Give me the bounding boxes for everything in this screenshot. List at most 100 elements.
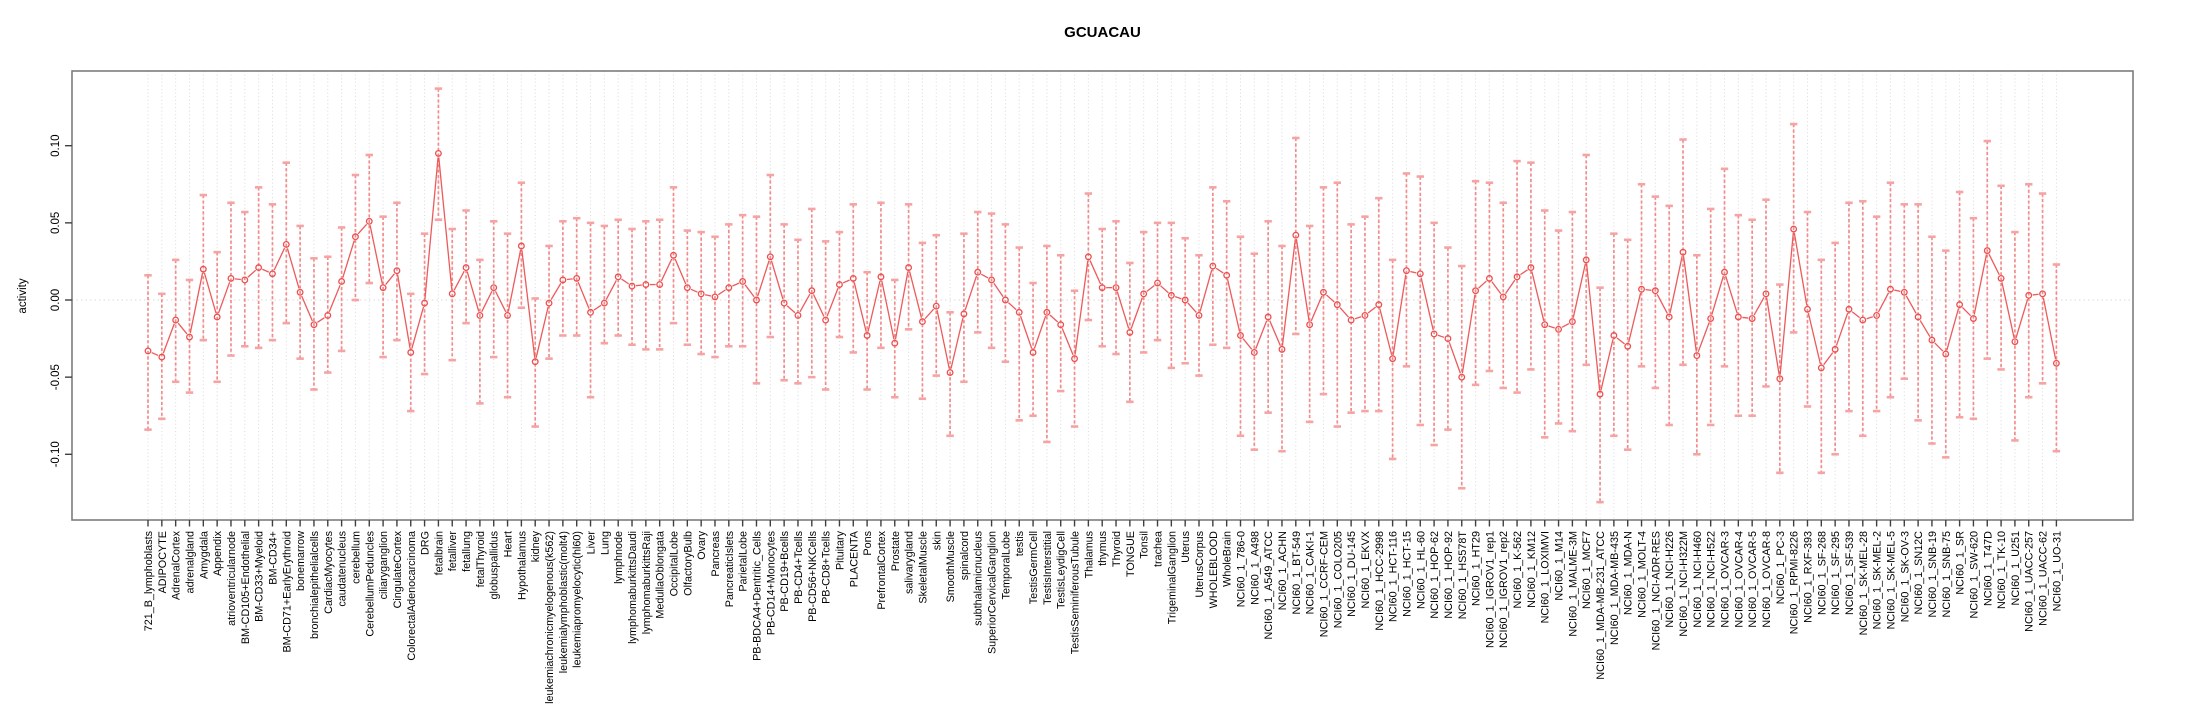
data-point — [158, 353, 166, 361]
data-point — [545, 299, 553, 307]
x-category-label: NCI60_1_MDA-N — [1623, 531, 1635, 615]
x-category-label: Pituitary — [834, 530, 846, 570]
data-point — [1665, 313, 1673, 321]
data-point — [1734, 313, 1742, 321]
x-category-label: NCI60_1_BT-549 — [1291, 531, 1303, 614]
x-category-label: NCI60_1_RXF-393 — [1802, 531, 1814, 623]
series-segment — [1187, 302, 1197, 313]
x-category-label: NCI60_1_UO-31 — [2051, 531, 2063, 611]
data-point — [1015, 308, 1023, 316]
data-point — [379, 284, 387, 292]
series-segment — [1520, 269, 1528, 276]
data-point — [213, 313, 221, 321]
data-point — [1928, 336, 1936, 344]
series-segment — [924, 308, 935, 320]
series-segment — [1461, 294, 1476, 374]
series-segment — [411, 306, 425, 349]
series-segment — [1779, 232, 1794, 375]
data-point — [241, 276, 249, 284]
series-segment — [812, 294, 825, 317]
x-category-label: PLACENTA — [848, 530, 860, 587]
data-point — [960, 310, 968, 318]
series-segment — [1007, 302, 1017, 311]
series-segment — [2001, 282, 2015, 338]
x-category-label: NCI60_1_DU-145 — [1346, 531, 1358, 617]
y-tick-label: -0.05 — [50, 364, 62, 390]
series-segment — [217, 281, 231, 314]
x-category-label: TestisLeydigCell — [1056, 531, 1068, 609]
data-point — [877, 273, 885, 281]
data-point — [1001, 296, 1009, 304]
x-category-label: 721_B_lymphoblasts — [143, 530, 155, 631]
series-segment — [1988, 253, 2000, 276]
data-point — [462, 264, 470, 272]
series-segment — [894, 271, 909, 340]
data-point — [808, 287, 816, 295]
series-segment — [1226, 279, 1241, 332]
series-segment — [1682, 256, 1697, 352]
x-category-label: bronchialepithelialcells — [309, 530, 321, 639]
series-segment — [1074, 260, 1089, 355]
x-category-label: salivarygland — [904, 531, 916, 594]
x-category-label: bonemarrow — [295, 531, 307, 591]
data-point — [1333, 301, 1341, 309]
x-category-label: NCI60_1_IGROV1_rep1 — [1484, 531, 1496, 648]
x-category-label: ADIPOCYTE — [157, 531, 169, 593]
x-category-label: NCI60_1_HCT-116 — [1388, 531, 1400, 622]
x-category-label: leukemiachronicmyelogenous(k562) — [544, 531, 556, 704]
data-point — [2052, 359, 2060, 367]
series-segment — [328, 284, 341, 312]
series-segment — [1616, 337, 1625, 345]
series-segment — [1255, 320, 1268, 349]
series-segment — [593, 304, 602, 311]
data-point — [849, 274, 857, 282]
x-category-label: PrefrontalCortex — [876, 530, 888, 609]
series-segment — [234, 278, 241, 281]
series-segment — [950, 317, 964, 369]
data-point — [1154, 279, 1161, 287]
data-point — [1568, 318, 1576, 326]
data-point — [448, 290, 456, 298]
x-category-label: Appendix — [212, 530, 224, 576]
x-category-label: NCI60_1_SK-MEL-5 — [1885, 531, 1897, 629]
data-point — [1237, 332, 1244, 339]
data-point — [836, 281, 843, 289]
data-point — [614, 273, 622, 281]
data-point — [324, 311, 332, 319]
series-segment — [2042, 297, 2057, 360]
series-segment — [1089, 260, 1102, 285]
series-segment — [1410, 270, 1417, 274]
data-point — [2011, 338, 2019, 346]
series-segment — [1242, 338, 1253, 350]
series-segment — [1669, 255, 1683, 314]
x-category-label: NCI60_1_UACC-62 — [2038, 531, 2050, 626]
series-segment — [1765, 297, 1780, 375]
data-point — [531, 358, 539, 366]
series-segment — [1326, 294, 1335, 303]
series-segment — [1973, 254, 1988, 315]
data-point — [1499, 293, 1507, 301]
x-category-label: NCI60_1_NCI-H322M — [1678, 531, 1690, 637]
series-segment — [1823, 352, 1834, 366]
x-category-label: SkeletalMuscle — [917, 531, 929, 604]
data-point — [932, 302, 940, 310]
series-segment — [1531, 271, 1545, 321]
series-segment — [438, 157, 453, 290]
series-segment — [1807, 313, 1822, 365]
x-category-label: NCI60_1_HOP-62 — [1429, 531, 1441, 619]
x-category-label: WholeBrain — [1222, 531, 1234, 587]
x-category-label: NCI60_1_NCI-H522 — [1706, 531, 1718, 628]
x-category-label: Uterus — [1180, 530, 1192, 562]
x-category-label: WHOLEBLOOD — [1208, 531, 1220, 609]
series-segment — [1656, 293, 1668, 314]
series-segment — [744, 284, 755, 298]
series-segment — [1033, 315, 1047, 349]
y-tick-label: 0.00 — [50, 289, 62, 311]
x-category-label: NCI60_1_LOXIMVI — [1540, 531, 1552, 623]
data-point — [1582, 256, 1590, 264]
x-category-label: NCI60_1_TK-10 — [1996, 531, 2008, 609]
x-category-label: NCI60_1_SF-295 — [1830, 531, 1842, 615]
series-segment — [1793, 232, 1808, 306]
data-point — [1596, 390, 1604, 398]
series-segment — [1877, 292, 1890, 313]
